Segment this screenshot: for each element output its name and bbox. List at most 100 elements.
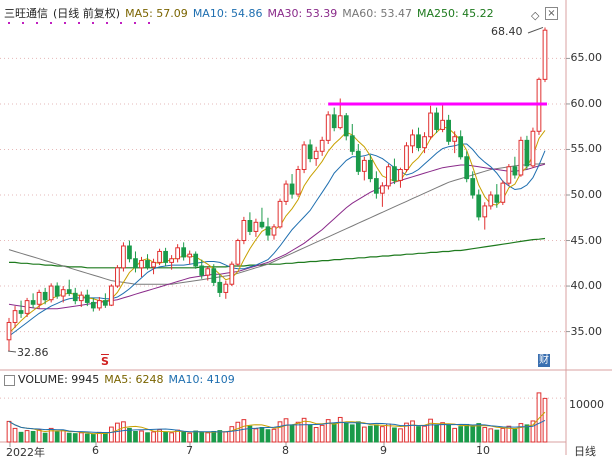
volume-bar (331, 423, 337, 443)
y-tick-label: 65.00 (570, 51, 603, 65)
candle-body (331, 114, 337, 129)
candle-body (157, 250, 162, 263)
y-tick-label: 45.00 (570, 233, 603, 247)
s-marker[interactable]: S (101, 355, 109, 368)
event-dot (8, 22, 10, 24)
candle-body (235, 240, 241, 265)
candle-body (518, 139, 524, 176)
candle-body (247, 219, 253, 232)
event-dot (106, 22, 108, 24)
volume-bar (235, 421, 241, 443)
candle-body (434, 112, 439, 130)
volume-bar (187, 432, 193, 443)
volume-bar (163, 431, 168, 443)
volume-bar (36, 429, 42, 443)
volume-bar (90, 434, 96, 443)
volume-bar (470, 425, 476, 443)
volume-bar (506, 425, 512, 443)
candle-body (24, 300, 30, 314)
candle-body (78, 294, 84, 302)
candle-body (72, 292, 78, 302)
volume-bar (30, 430, 36, 443)
candle-body (145, 260, 150, 268)
volume-bar (24, 430, 30, 443)
candle-body (343, 115, 349, 137)
volume-bar (265, 429, 271, 443)
volume-bar (512, 428, 518, 443)
volume-bar (518, 423, 524, 443)
volume-header: VOLUME: 9945 MA5: 6248 MA10: 4109 (4, 373, 240, 387)
volume-bar (428, 418, 433, 443)
volume-bar (440, 422, 445, 443)
event-dot (64, 22, 66, 24)
candle-body (380, 185, 385, 194)
y-tick-label: 50.00 (570, 188, 603, 201)
candle-body (319, 139, 325, 152)
ma250-line (9, 237, 546, 269)
candle-body (163, 250, 168, 263)
candle-body (307, 144, 313, 160)
volume-bar (422, 425, 427, 443)
candle-body (361, 159, 367, 172)
diamond-icon[interactable]: ◇ (531, 9, 540, 22)
close-icon[interactable]: × (545, 7, 558, 20)
candle-body (277, 200, 283, 228)
ma250-label: MA250: 45.22 (416, 7, 494, 20)
stock-title[interactable]: 三旺通信 (4, 7, 48, 20)
volume-bar (223, 431, 229, 443)
volume-bar (78, 432, 84, 443)
volume-label: VOLUME: 9945 (18, 373, 100, 386)
volume-bar (319, 424, 325, 443)
candle-body (295, 169, 301, 195)
volume-settings-icon[interactable] (4, 374, 15, 386)
candle-body (367, 159, 373, 180)
candle-body (90, 301, 96, 309)
candle-body (253, 221, 259, 232)
volume-bar (211, 430, 217, 443)
volume-bar (283, 418, 289, 443)
candle-body (109, 285, 114, 306)
volume-bar (277, 421, 283, 443)
x-tick-label: 2022年 (6, 446, 45, 459)
event-dot (148, 22, 150, 24)
ma10-line (8, 143, 546, 337)
candle-body (464, 156, 470, 180)
volume-bar (289, 424, 295, 443)
volume-bar (145, 432, 150, 443)
volume-bar (349, 424, 355, 443)
candle-body (84, 294, 90, 303)
candle-body (139, 260, 144, 269)
volume-bar (446, 424, 452, 443)
candle-body (337, 115, 343, 129)
candle-body (488, 194, 494, 207)
volume-bar (386, 423, 391, 443)
candle-body (6, 321, 12, 341)
candle-body (199, 265, 205, 276)
volume-bar (398, 428, 403, 443)
candle-body (355, 150, 361, 172)
candle-body (386, 166, 391, 187)
candle-body (133, 258, 138, 269)
candle-body (524, 139, 530, 167)
volume-bar (157, 429, 162, 443)
volume-bar (536, 392, 542, 443)
candle-body (422, 136, 427, 149)
candle-body (289, 183, 295, 195)
volume-bar (380, 426, 385, 443)
ma10-label: MA10: 54.86 (192, 7, 263, 20)
volume-bar (151, 431, 156, 443)
financial-report-badge[interactable]: 财 (538, 354, 550, 367)
candle-body (60, 289, 66, 297)
period-selector[interactable]: 日线 (574, 445, 596, 458)
volume-bar (325, 419, 331, 443)
candle-body (187, 253, 193, 258)
volume-bar (253, 428, 259, 443)
ma30-label: MA30: 53.39 (267, 7, 338, 20)
candle-body (241, 219, 247, 242)
volume-bar (217, 430, 223, 443)
volume-bar (361, 426, 367, 443)
ma60-label: MA60: 53.47 (342, 7, 412, 20)
candle-body (48, 285, 54, 301)
